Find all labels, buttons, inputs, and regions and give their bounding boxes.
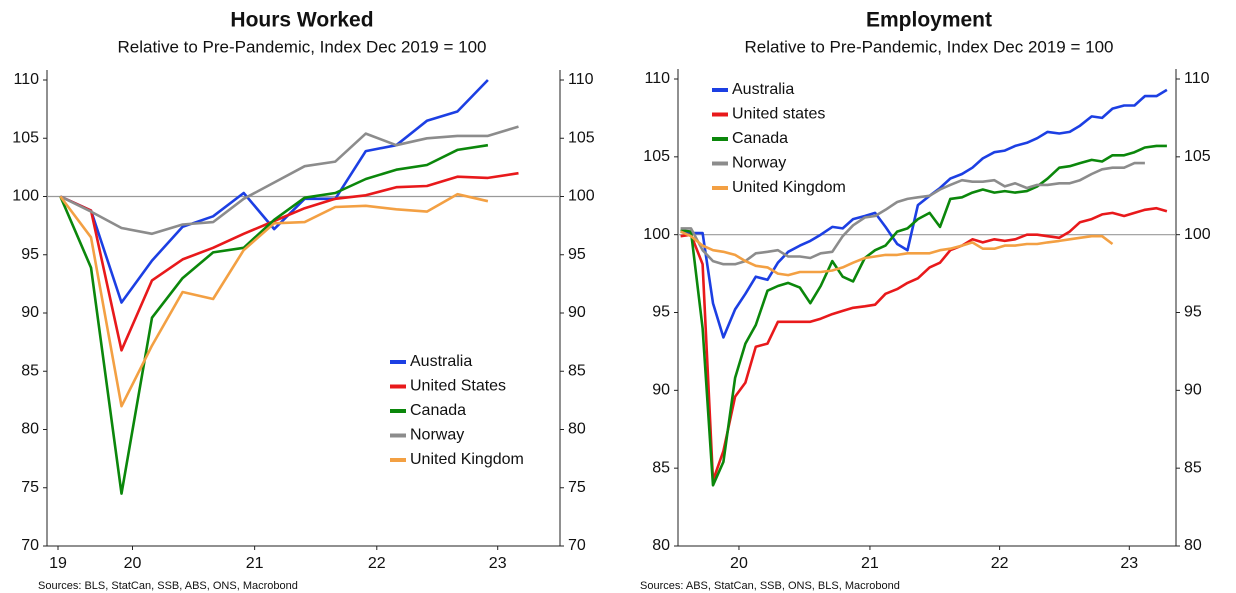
x-tick-label: 21: [861, 555, 879, 572]
chart-title: Hours Worked: [230, 9, 373, 32]
legend-label: Australia: [732, 81, 794, 98]
x-tick-label: 22: [368, 555, 386, 572]
series-line: [59, 125, 519, 236]
y-tick-label: 100: [643, 226, 670, 243]
y2-tick-label: 105: [568, 129, 595, 146]
chart-title: Employment: [866, 9, 992, 32]
y-tick-label: 110: [13, 71, 39, 88]
legend-label: Australia: [410, 353, 472, 370]
y2-tick-label: 85: [568, 362, 586, 379]
y2-tick-label: 110: [1184, 70, 1210, 87]
y2-tick-label: 95: [1184, 304, 1202, 321]
y-tick-label: 105: [12, 129, 39, 146]
legend-label: United states: [732, 106, 825, 123]
series-line: [59, 79, 489, 304]
series-line: [59, 192, 489, 408]
legend-label: Canada: [732, 130, 788, 147]
x-tick-label: 21: [246, 555, 264, 572]
y-tick-label: 85: [21, 362, 39, 379]
y2-tick-label: 105: [1184, 148, 1211, 165]
y2-tick-label: 100: [1184, 226, 1211, 243]
y-tick-label: 110: [644, 70, 670, 87]
y-tick-label: 95: [21, 246, 39, 263]
series-line: [680, 206, 1168, 482]
legend-label: Canada: [410, 402, 466, 419]
y-tick-label: 90: [21, 304, 39, 321]
series-line: [59, 171, 519, 352]
series-line: [680, 144, 1167, 487]
y-tick-label: 95: [652, 304, 670, 321]
y-tick-label: 85: [652, 459, 670, 476]
y2-tick-label: 75: [568, 479, 586, 496]
x-tick-label: 23: [1120, 555, 1138, 572]
series-line: [59, 143, 489, 495]
y2-tick-label: 95: [568, 246, 586, 263]
legend-label: United Kingdom: [410, 451, 524, 468]
chart-subtitle: Relative to Pre-Pandemic, Index Dec 2019…: [117, 37, 486, 56]
y2-tick-label: 70: [568, 537, 586, 554]
source-note: Sources: ABS, StatCan, SSB, ONS, BLS, Ma…: [640, 580, 900, 592]
y2-tick-label: 85: [1184, 459, 1202, 476]
x-tick-label: 22: [991, 555, 1009, 572]
y-tick-label: 90: [652, 382, 670, 399]
y2-tick-label: 90: [568, 304, 586, 321]
y-tick-label: 80: [652, 537, 670, 554]
series-line: [680, 161, 1145, 266]
y2-tick-label: 100: [568, 188, 595, 205]
legend-label: United Kingdom: [732, 179, 846, 196]
y-tick-label: 100: [12, 188, 39, 205]
x-tick-label: 23: [489, 555, 507, 572]
y2-tick-label: 90: [1184, 382, 1202, 399]
legend-label: Norway: [410, 427, 464, 444]
y2-tick-label: 80: [1184, 537, 1202, 554]
y-tick-label: 75: [21, 479, 39, 496]
source-note: Sources: BLS, StatCan, SSB, ABS, ONS, Ma…: [38, 580, 298, 592]
y-tick-label: 80: [21, 421, 39, 438]
x-tick-label: 20: [730, 555, 748, 572]
legend-label: United States: [410, 378, 506, 395]
series-line: [680, 230, 1114, 277]
y2-tick-label: 110: [568, 71, 594, 88]
y-tick-label: 70: [21, 537, 39, 554]
legend-label: Norway: [732, 155, 786, 172]
x-tick-label: 20: [124, 555, 142, 572]
y-tick-label: 105: [643, 148, 670, 165]
y2-tick-label: 80: [568, 421, 586, 438]
x-tick-label: 19: [49, 555, 67, 572]
series-line: [680, 88, 1168, 339]
chart-subtitle: Relative to Pre-Pandemic, Index Dec 2019…: [744, 37, 1113, 56]
